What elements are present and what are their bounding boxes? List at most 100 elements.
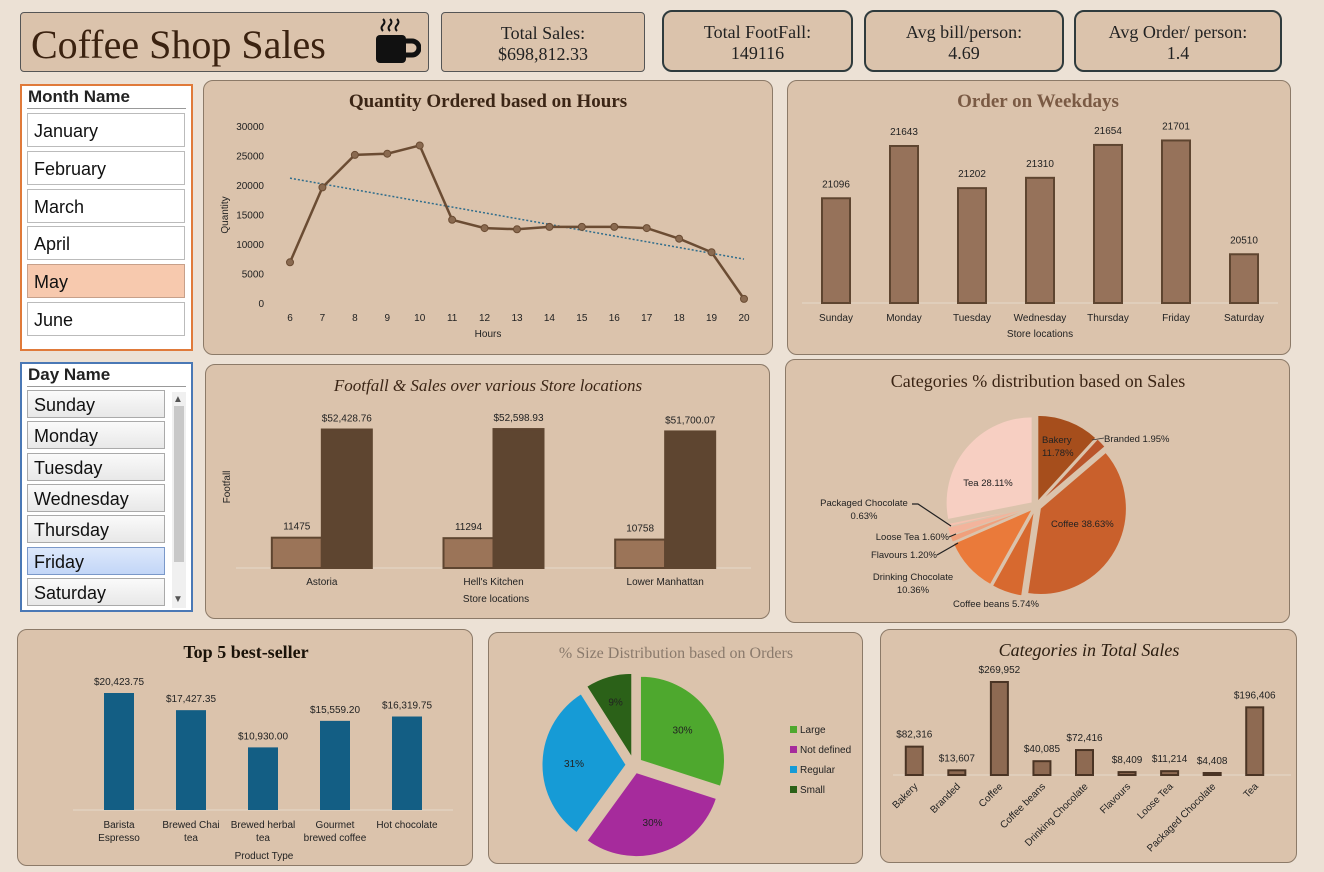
data-label: Branded 1.95% [1104,434,1170,445]
data-point [545,222,554,231]
data-label: $13,607 [939,753,976,764]
scroll-thumb[interactable] [174,406,184,562]
legend-swatch [790,726,797,733]
x-tick-label: 7 [320,313,326,324]
chart-title: Quantity Ordered based on Hours [349,91,627,112]
data-label: 21643 [890,127,918,138]
day-slicer-item-tuesday[interactable]: Tuesday [27,452,165,481]
day-slicer-item-wednesday[interactable]: Wednesday [27,483,165,512]
bar [1229,253,1259,304]
x-tick-label: 20 [738,313,750,324]
day-slicer-item-monday[interactable]: Monday [27,421,165,450]
chart-title: Categories in Total Sales [999,640,1180,660]
data-point [350,150,359,159]
scroll-down-icon[interactable]: ▼ [173,594,183,605]
data-label: $52,428.76 [322,414,372,425]
month-slicer-item-april[interactable]: April [27,226,185,261]
x-tick-label: Hell's Kitchen [463,577,523,588]
top5-chart-panel: Top 5 best-seller $20,423.75 $17,427.35 $10… [17,629,473,866]
day-slicer: Day Name Sunday Monday Tuesday Wednesday Thu… [20,362,193,612]
y-tick-label: 5000 [242,270,265,281]
leader-line [936,542,959,556]
hours-chart-panel: Quantity Ordered based on Hours 0 5000 1000… [203,80,773,355]
y-tick-label: 10000 [236,240,264,251]
y-tick-label: 15000 [236,211,264,222]
pie-slice [945,416,1033,521]
x-tick-label: Coffee [977,781,1006,810]
data-label: $40,085 [1024,744,1061,755]
month-slicer-item-june[interactable]: June [27,302,185,336]
data-label: $17,427.35 [166,694,216,705]
data-point [577,222,586,231]
month-slicer-divider [27,108,186,109]
categories-pie-panel: Categories % distribution based on Sales… [785,359,1290,623]
data-label: $4,408 [1197,756,1228,767]
data-label: $11,214 [1152,754,1188,765]
pie-slice [639,675,725,787]
stores-chart-panel: Footfall & Sales over various Store loca… [205,364,770,619]
data-label: $196,406 [1234,690,1276,701]
x-tick-label: 12 [479,313,491,324]
x-tick-label: Lower Manhattan [627,577,704,588]
data-point [740,294,748,303]
month-slicer-title: Month Name [28,87,130,106]
month-slicer-item-january[interactable]: January [27,113,185,147]
pie-slice [1027,451,1127,595]
y-tick-label: 0 [258,299,264,310]
x-tick-label: 14 [544,313,556,324]
data-point [642,224,651,233]
categories-pie-chart: Categories % distribution based on Sales… [820,371,1185,610]
bar [442,537,495,570]
kpi-avg-bill: Avg bill/person: 4.69 [864,10,1064,72]
bar [1160,770,1180,777]
chart-title: Top 5 best-seller [183,642,308,662]
bar [1202,772,1222,776]
data-label: 21202 [958,169,986,180]
bar [1117,771,1137,777]
data-label: $8,409 [1112,755,1143,766]
data-label: 0.63% [851,511,878,522]
data-label: 31% [564,759,584,770]
data-point [286,258,294,267]
kpi-total-sales-label: Total Sales: [500,23,586,43]
bar [492,428,545,569]
bar [104,693,134,810]
day-slicer-item-thursday[interactable]: Thursday [27,515,165,544]
pie-slice [991,510,1035,597]
month-slicer-item-may[interactable]: May [27,264,185,299]
kpi-total-sales: Total Sales: $698,812.33 [441,12,645,72]
leader-line [912,503,952,527]
hours-line-chart: Quantity Ordered based on Hours 0 5000 1000… [220,91,750,340]
y-tick-label: 30000 [236,122,264,133]
cat-sales-chart-panel: Categories in Total Sales $82,316 Bakery $1… [880,629,1297,863]
data-label: 30% [643,818,663,829]
data-label: 11294 [455,522,483,533]
day-slicer-scrollbar[interactable]: ▲ ▼ [172,392,186,608]
x-axis-label: Hours [475,329,502,340]
x-axis-label: Product Type [235,851,294,862]
scroll-up-icon[interactable]: ▲ [173,394,183,405]
bar [1032,760,1052,777]
data-label: 21654 [1094,126,1122,137]
data-label: 20510 [1230,235,1258,246]
day-slicer-item-saturday[interactable]: Saturday [27,577,165,606]
data-label: 21701 [1162,121,1190,132]
legend-swatch [790,766,797,773]
data-point [513,225,521,234]
month-slicer-item-march[interactable]: March [27,188,185,223]
bar [1245,706,1265,776]
data-label: $82,316 [896,730,933,741]
leader-line [1091,437,1105,441]
x-tick-label: Barista [103,820,135,831]
day-slicer-item-sunday[interactable]: Sunday [27,390,165,418]
data-label: 10.36% [897,585,930,596]
size-pie-chart: % Size Distribution based on Orders 30% 30… [541,645,851,858]
pie-slice [586,672,633,760]
x-tick-label: brewed coffee [304,833,367,844]
day-slicer-item-friday[interactable]: Friday [27,546,165,575]
x-tick-label: Sunday [819,313,853,324]
x-tick-label: Wednesday [1014,313,1067,324]
weekdays-chart-panel: Order on Weekdays 21096 Sunday 21643 Monday 2… [787,80,1291,355]
x-tick-label: tea [184,833,198,844]
month-slicer-item-february[interactable]: February [27,150,185,185]
